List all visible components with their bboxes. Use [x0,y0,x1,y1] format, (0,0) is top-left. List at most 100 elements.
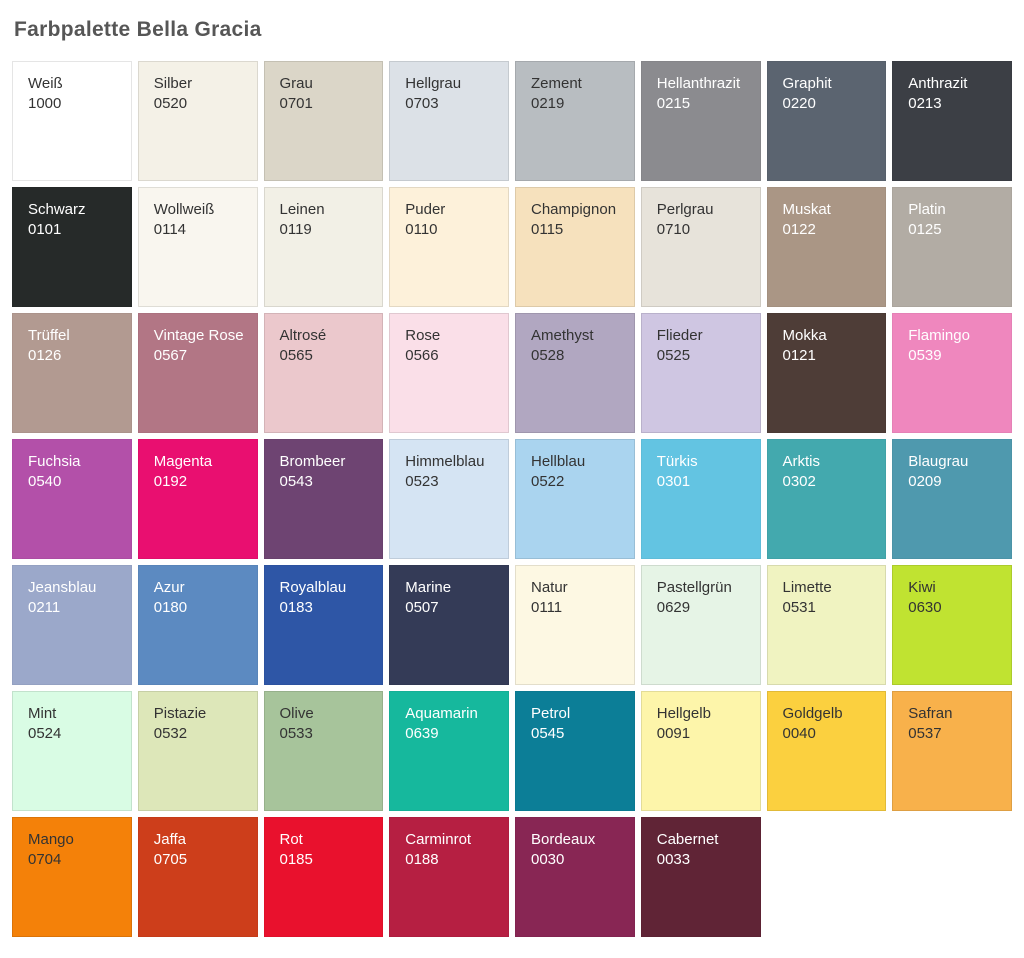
swatch-name: Mokka [782,327,827,344]
swatch-code: 0528 [531,347,565,364]
swatch-name: Puder [405,201,446,218]
swatch-name: Cabernet [656,831,719,848]
color-swatch-0523: Himmelblau 0523 [389,439,509,559]
swatch-name: Goldgelb [782,705,843,722]
swatch-code: 0220 [782,95,816,112]
swatch-name: Weiß [28,75,63,92]
swatch-code: 0033 [656,851,691,868]
swatch-name: Limette [782,579,832,596]
swatch-code: 0111 [531,599,563,616]
color-swatch-0520: Silber 0520 [137,61,258,181]
color-swatch-0533: Olive 0533 [263,691,384,811]
swatch-name: Brombeer [279,453,346,470]
swatch-code: 0302 [782,473,816,490]
color-swatch-0215: Hellanthrazit 0215 [640,61,761,181]
swatch-name: Grau [279,75,313,92]
color-swatch-0545: Petrol 0545 [515,691,635,811]
swatch-name: Marine [405,579,452,596]
color-swatch-0629: Pastellgrün 0629 [640,565,761,685]
swatch-name: Jaffa [153,831,186,848]
color-swatch-0211: Jeansblau 0211 [12,565,132,685]
swatch-code: 0211 [28,599,61,616]
swatch-code: 0119 [279,221,312,238]
swatch-code: 0121 [782,347,816,364]
swatch-name: Flieder [656,327,703,344]
swatch-code: 0533 [279,725,313,742]
swatch-name: Bordeaux [531,831,596,848]
swatch-code: 0188 [405,851,439,868]
swatch-name: Kiwi [908,579,936,596]
swatch-code: 0219 [531,95,565,112]
swatch-name: Rose [405,327,441,344]
swatch-code: 0565 [279,347,313,364]
swatch-name: Arktis [782,453,821,470]
color-swatch-0220: Graphit 0220 [766,61,887,181]
color-swatch-0188: Carminrot 0188 [389,817,509,937]
swatch-name: Mango [28,831,74,848]
swatch-name: Zement [531,75,582,92]
swatch-code: 0540 [28,473,62,490]
color-swatch-0704: Mango 0704 [12,817,132,937]
color-swatch-0183: Royalblau 0183 [263,565,384,685]
swatch-code: 0213 [908,95,942,112]
swatch-name: Wollweiß [153,201,215,218]
swatch-name: Himmelblau [405,453,485,470]
swatch-name: Silber [153,75,193,92]
color-swatch-0192: Magenta 0192 [137,439,258,559]
color-swatch-0125: Platin 0125 [892,187,1012,307]
swatch-code: 0531 [782,599,816,616]
swatch-name: Aquamarin [405,705,478,722]
swatch-name: Flamingo [908,327,970,344]
swatch-code: 0030 [531,851,565,868]
color-swatch-0091: Hellgelb 0091 [640,691,761,811]
swatch-code: 0110 [405,221,438,238]
swatch-name: Jeansblau [28,579,97,596]
swatch-code: 0185 [279,851,313,868]
swatch-name: Graphit [782,75,832,92]
swatch-code: 0122 [782,221,816,238]
swatch-name: Mint [28,705,57,722]
swatch-name: Muskat [782,201,831,218]
swatch-name: Amethyst [531,327,594,344]
color-swatch-0537: Safran 0537 [892,691,1012,811]
swatch-name: Fuchsia [28,453,81,470]
color-swatch-0180: Azur 0180 [137,565,258,685]
swatch-code: 0704 [28,851,62,868]
swatch-code: 0507 [405,599,439,616]
swatch-name: Hellgelb [656,705,711,722]
swatch-code: 0629 [656,599,691,616]
swatch-name: Hellblau [531,453,586,470]
color-swatch-0524: Mint 0524 [12,691,132,811]
swatch-name: Rot [279,831,303,848]
swatch-code: 0125 [908,221,942,238]
swatch-code: 0524 [28,725,62,742]
swatch-code: 0525 [656,347,691,364]
swatch-name: Türkis [656,453,698,470]
swatch-name: Vintage Rose [153,327,244,344]
swatch-code: 0567 [153,347,188,364]
color-swatch-0532: Pistazie 0532 [137,691,258,811]
color-swatch-0639: Aquamarin 0639 [389,691,509,811]
color-swatch-0185: Rot 0185 [263,817,384,937]
swatch-code: 0183 [279,599,313,616]
swatch-code: 0537 [908,725,942,742]
color-swatch-0301: Türkis 0301 [640,439,761,559]
color-swatch-0710: Perlgrau 0710 [640,187,761,307]
swatch-code: 0301 [656,473,691,490]
swatch-name: Blaugrau [908,453,969,470]
swatch-code: 0101 [28,221,62,238]
swatch-code: 0532 [153,725,188,742]
swatch-name: Olive [279,705,314,722]
color-swatch-0110: Puder 0110 [389,187,509,307]
color-swatch-0033: Cabernet 0033 [640,817,761,937]
swatch-name: Leinen [279,201,325,218]
swatch-name: Royalblau [279,579,347,596]
color-swatch-0101: Schwarz 0101 [12,187,132,307]
swatch-name: Azur [153,579,185,596]
color-swatch-0566: Rose 0566 [389,313,509,433]
swatch-code: 0710 [656,221,691,238]
swatch-name: Schwarz [28,201,86,218]
swatch-name: Hellgrau [405,75,462,92]
swatch-code: 0180 [153,599,188,616]
